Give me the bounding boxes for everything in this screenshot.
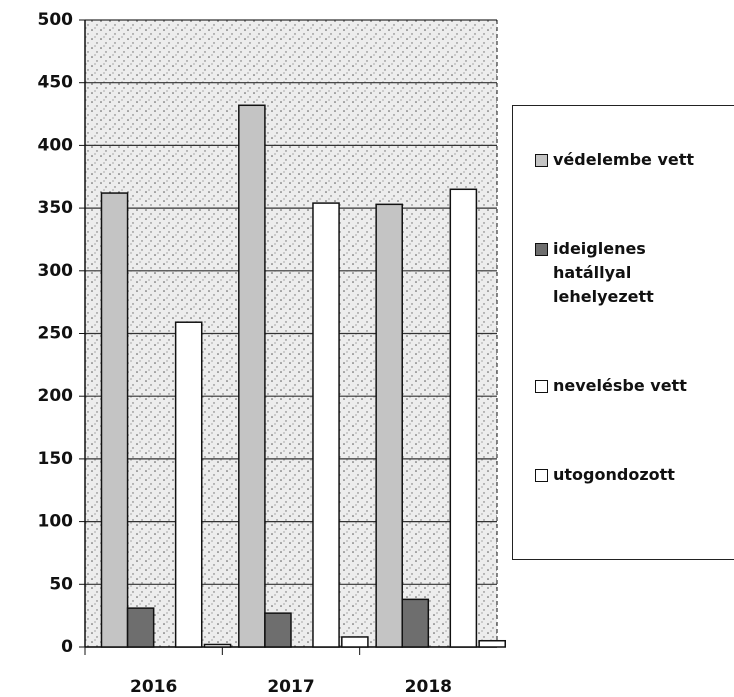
legend-entry: ideiglenes hatállyal lehelyezett	[535, 237, 726, 309]
y-tick-label: 100	[38, 512, 74, 532]
bar	[375, 203, 403, 648]
legend-label: védelembe vett	[553, 150, 695, 170]
bar	[341, 636, 369, 648]
y-tick-label: 300	[38, 261, 74, 281]
bar	[312, 202, 340, 648]
legend-label: utogondozott	[553, 464, 675, 484]
y-tick-label: 200	[38, 386, 74, 406]
y-tick-label: 400	[38, 135, 74, 155]
legend-label: ideiglenes hatállyal lehelyezett	[553, 239, 654, 307]
x-tick-label: 2017	[267, 677, 314, 697]
legend-swatch	[535, 243, 548, 257]
legend-label: nevelésbe vett	[553, 375, 687, 395]
legend-swatch	[535, 379, 548, 393]
bar	[203, 643, 232, 648]
legend: védelembe vett ideiglenes hatállyal lehel…	[512, 105, 734, 560]
legend-entry: utogondozott	[535, 463, 726, 487]
y-tick-label: 50	[49, 574, 73, 594]
x-tick-label: 2016	[130, 677, 177, 697]
y-tick-label: 500	[38, 10, 74, 30]
y-tick-label: 250	[38, 324, 74, 344]
bar	[478, 639, 506, 648]
y-tick-label: 450	[38, 73, 74, 93]
y-tick-label: 350	[38, 198, 74, 218]
legend-swatch	[535, 468, 548, 482]
y-tick-label: 0	[61, 637, 73, 657]
bar	[238, 104, 266, 648]
legend-swatch	[535, 154, 548, 168]
legend-entry: védelembe vett	[535, 148, 726, 172]
bar	[449, 188, 478, 648]
bar	[264, 612, 292, 648]
legend-entry: nevelésbe vett	[535, 374, 726, 398]
x-tick-label: 2018	[405, 677, 452, 697]
y-tick-label: 150	[38, 449, 74, 469]
bar	[401, 598, 430, 648]
bar	[100, 192, 129, 648]
bar	[126, 607, 155, 648]
bar	[174, 321, 203, 648]
